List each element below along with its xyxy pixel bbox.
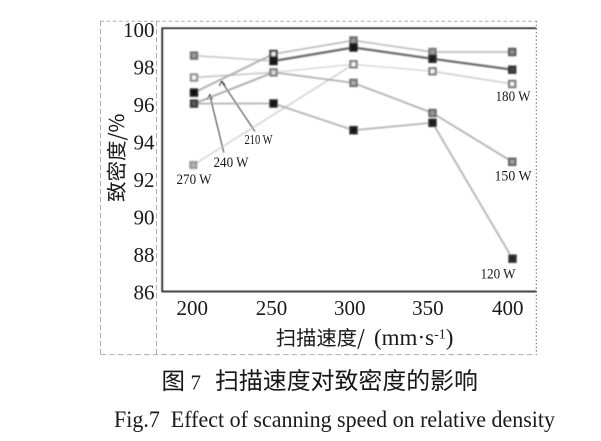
- svg-text:94: 94: [134, 131, 156, 155]
- svg-text:150 W: 150 W: [495, 168, 533, 184]
- svg-text:240 W: 240 W: [214, 155, 250, 171]
- svg-text:88: 88: [134, 243, 155, 267]
- svg-text:300: 300: [334, 296, 366, 320]
- svg-text:90: 90: [134, 206, 155, 230]
- svg-text:86: 86: [134, 281, 155, 305]
- svg-text:92: 92: [134, 168, 155, 192]
- svg-text:120 W: 120 W: [481, 266, 517, 282]
- svg-text:350: 350: [412, 296, 444, 320]
- svg-text:100: 100: [123, 18, 155, 42]
- svg-text:270 W: 270 W: [177, 172, 213, 188]
- svg-text:400: 400: [492, 296, 524, 320]
- svg-text:250: 250: [256, 296, 288, 320]
- svg-text:7: 7: [191, 370, 202, 394]
- svg-text:200: 200: [177, 296, 209, 320]
- svg-text:180 W: 180 W: [496, 89, 532, 105]
- svg-text:98: 98: [134, 55, 155, 79]
- svg-text:96: 96: [134, 93, 155, 117]
- svg-text:210 W: 210 W: [245, 132, 273, 147]
- svg-text:Fig.7 Effect of scanning spee: Fig.7 Effect of scanning speed on relati…: [114, 407, 555, 432]
